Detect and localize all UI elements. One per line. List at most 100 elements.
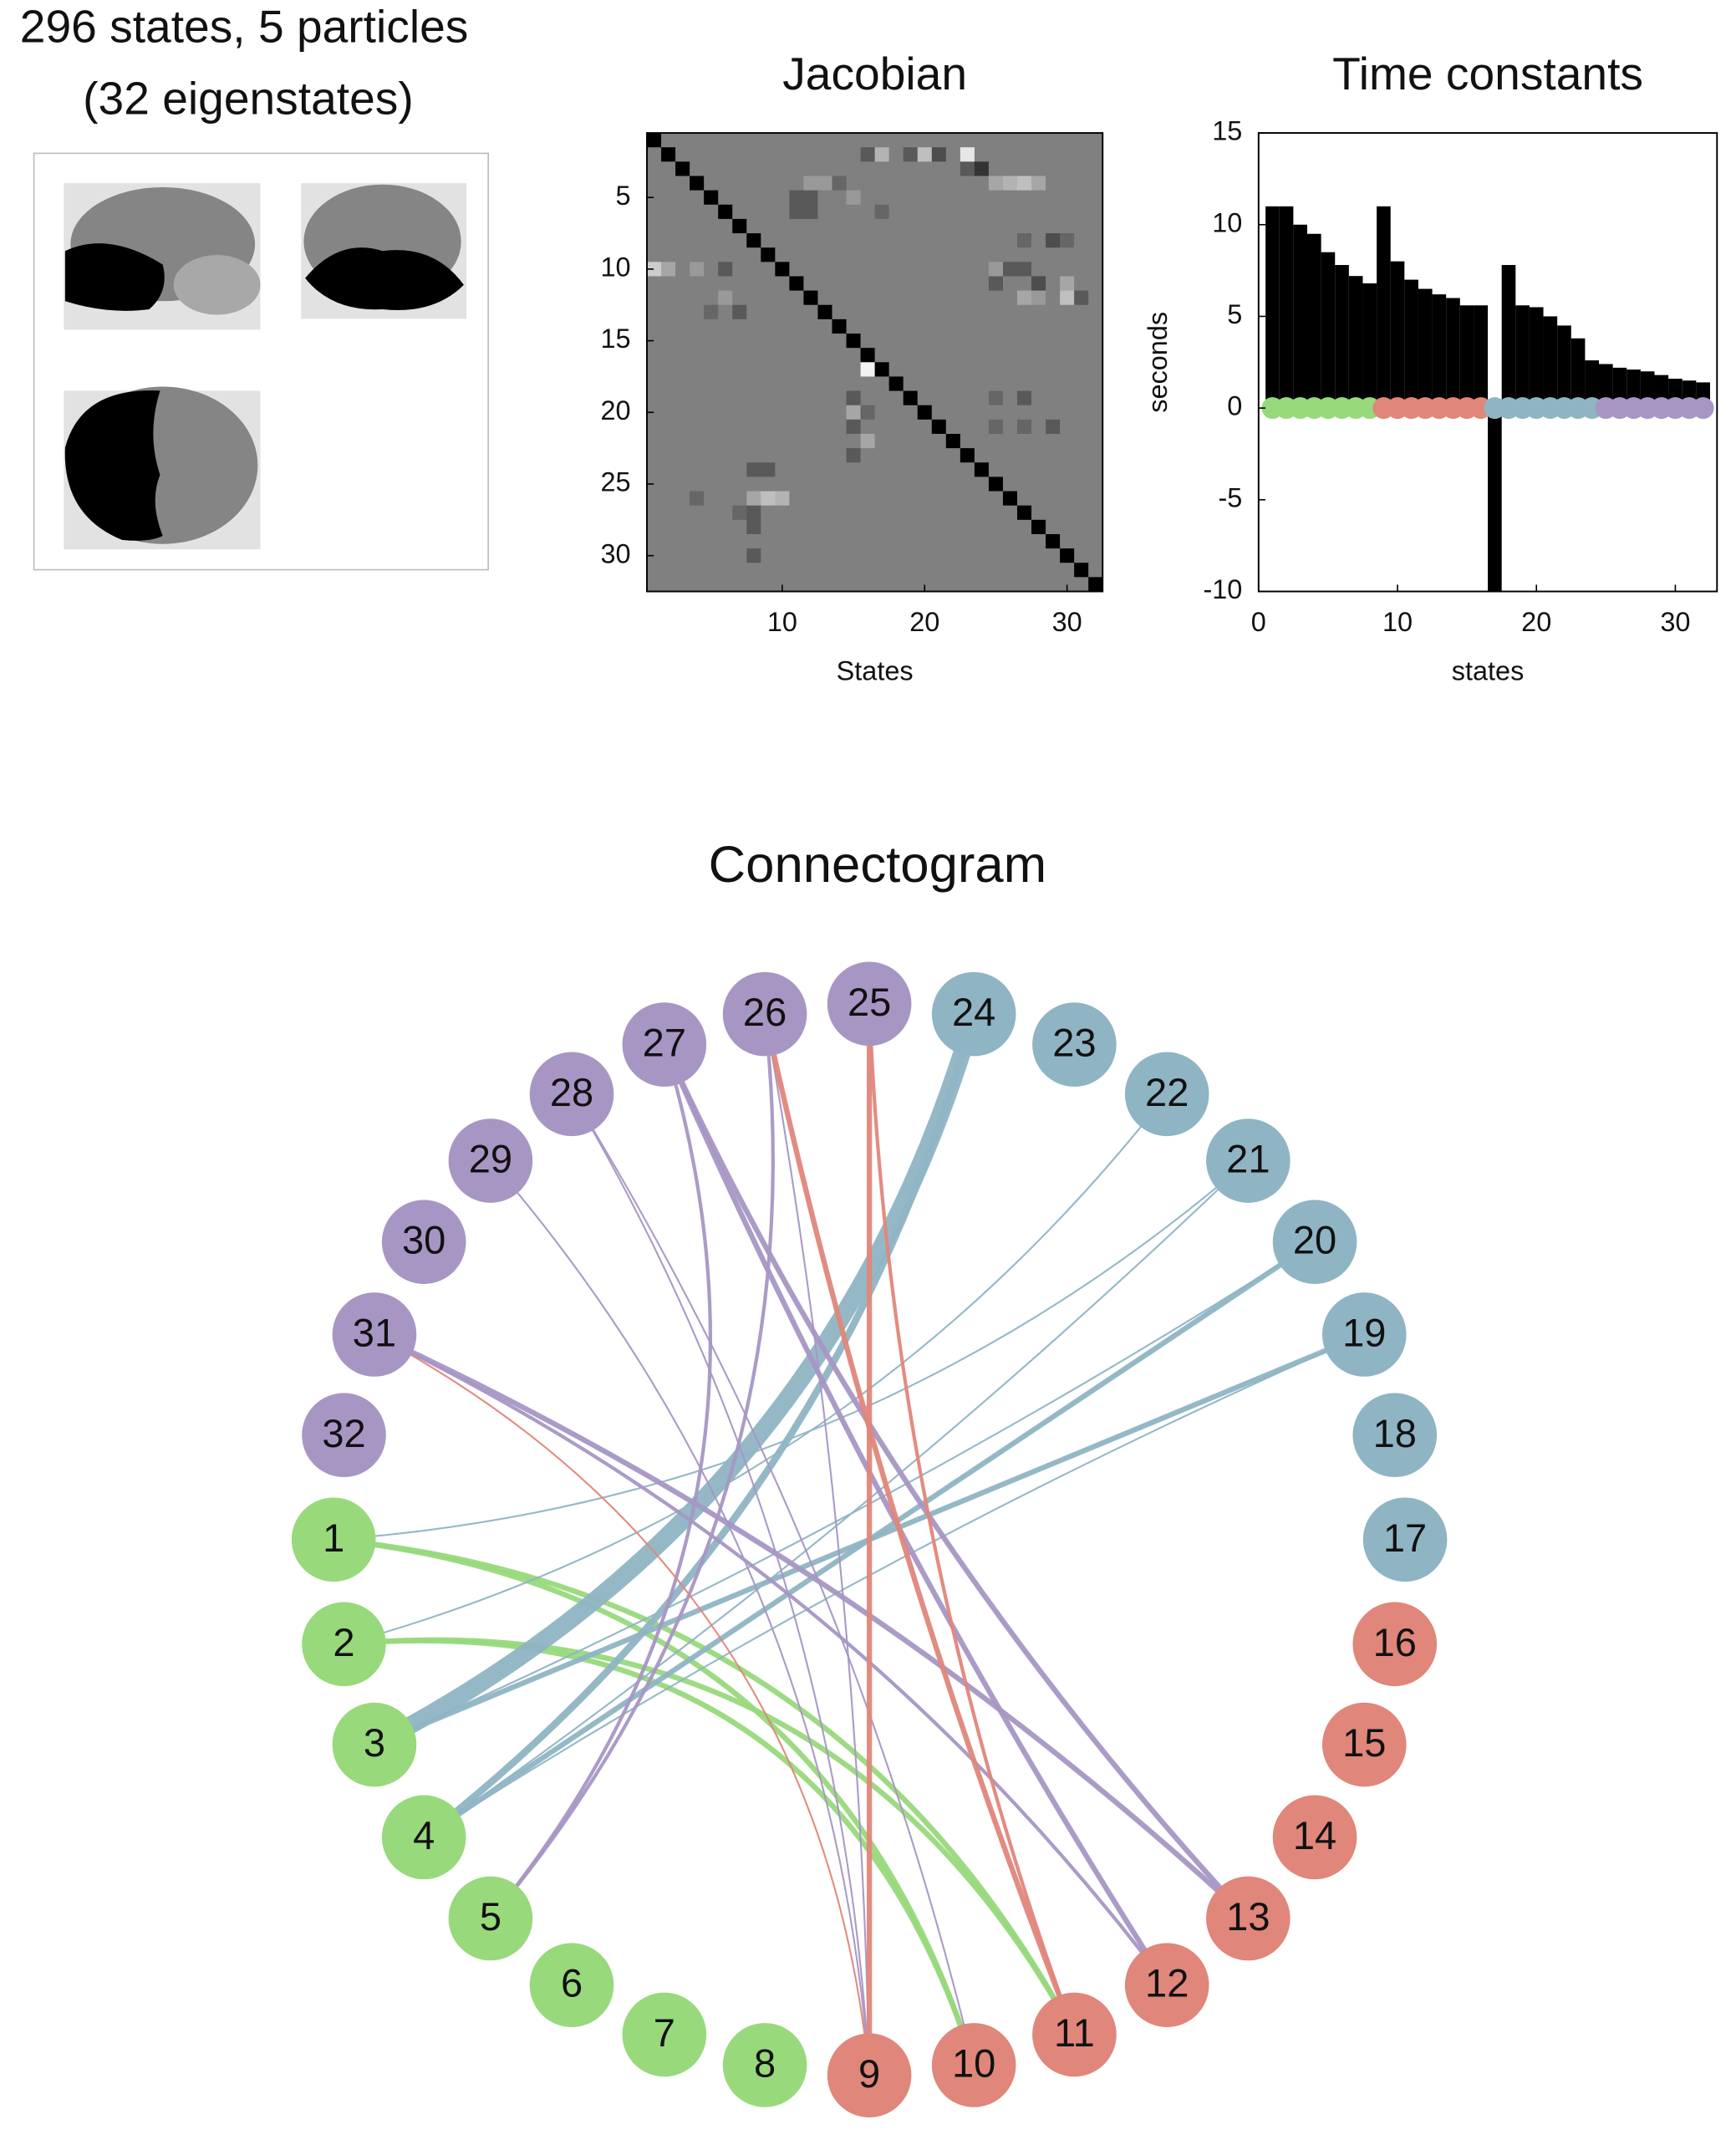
heatmap-cell [931, 176, 947, 191]
heatmap-cell [988, 405, 1004, 420]
node [1206, 1118, 1291, 1203]
heatmap-cell [1074, 161, 1089, 176]
heatmap-cell [903, 290, 919, 306]
heatmap-cell [803, 262, 818, 277]
heatmap-cell [761, 462, 776, 477]
heatmap-cell [1074, 505, 1089, 521]
heatmap-cell [888, 276, 904, 292]
heatmap-cell [1046, 390, 1061, 406]
heatmap-cell [718, 462, 733, 477]
heatmap-cell [874, 176, 890, 191]
node [381, 1795, 466, 1880]
heatmap-cell [704, 405, 719, 420]
heatmap-cell [1031, 362, 1046, 377]
node-label: 8 [754, 2041, 776, 2085]
heatmap-cell [888, 505, 904, 521]
heatmap-cell [718, 519, 733, 535]
heatmap-cell [817, 133, 832, 148]
heatmap-cell [974, 133, 990, 148]
heatmap-cell [817, 563, 832, 578]
bar [1335, 265, 1349, 409]
heatmap-cell [860, 548, 876, 563]
heatmap-cell [775, 405, 790, 420]
heatmap-cell [775, 448, 790, 463]
heatmap-cell [860, 476, 876, 492]
heatmap-cell [803, 505, 818, 521]
node [622, 1992, 707, 2077]
node [1352, 1602, 1438, 1687]
heatmap-cell [661, 433, 676, 449]
heatmap-cell [675, 290, 690, 306]
heatmap-cell [917, 419, 933, 435]
heatmap-cell [945, 190, 961, 206]
heatmap-cell [1002, 190, 1018, 206]
heatmap-cell [675, 176, 690, 191]
heatmap-cell [1002, 462, 1018, 477]
heatmap-cell [675, 233, 690, 248]
heatmap-cell [1016, 491, 1032, 507]
heatmap-cell [988, 204, 1004, 220]
heatmap-cell [775, 390, 790, 406]
heatmap-cell [974, 476, 990, 492]
heatmap-cell [945, 419, 961, 435]
heatmap-cell [718, 533, 733, 549]
heatmap-cell [974, 247, 990, 262]
heatmap-cell [988, 276, 1004, 292]
bar [1557, 325, 1571, 409]
heatmap-cell [1031, 448, 1046, 463]
heatmap-cell [690, 190, 705, 206]
bar [1474, 305, 1489, 409]
heatmap-cell [917, 147, 933, 162]
heatmap-cell [1060, 505, 1075, 521]
heatmap-cell [974, 190, 990, 206]
heatmap-cell [1031, 433, 1046, 449]
heatmap-cell [718, 505, 733, 521]
heatmap-cell [1002, 290, 1018, 306]
heatmap-cell [1002, 262, 1018, 277]
heatmap-cell [874, 577, 890, 593]
heatmap-cell [1016, 218, 1032, 234]
heatmap-cell [931, 405, 947, 420]
heatmap-cell [675, 548, 690, 563]
heatmap-cell [718, 247, 733, 262]
heatmap-cell [1060, 448, 1075, 463]
heatmap-cell [789, 304, 804, 320]
node-label: 3 [364, 1720, 385, 1765]
heatmap-cell [1046, 190, 1061, 206]
heatmap-cell [846, 133, 862, 148]
heatmap-cell [732, 433, 747, 449]
heatmap-cell [1046, 548, 1061, 563]
heatmap-cell [832, 491, 848, 507]
heatmap-cell [832, 448, 848, 463]
node-label: 2 [333, 1620, 354, 1664]
heatmap-cell [718, 133, 733, 148]
bar [1390, 261, 1405, 409]
heatmap-cell [746, 233, 761, 248]
heatmap-cell [832, 548, 848, 563]
heatmap-cell [846, 334, 862, 349]
heatmap-cell [1046, 161, 1061, 176]
heatmap-cell [1060, 348, 1075, 363]
node [722, 2023, 807, 2107]
heatmap-cell [931, 491, 947, 507]
heatmap-cell [1060, 433, 1075, 449]
heatmap-cell [1074, 390, 1089, 406]
heatmap-cell [1046, 276, 1061, 292]
heatmap-cell [732, 462, 747, 477]
heatmap-cell [860, 190, 876, 206]
heatmap-cell [775, 334, 790, 349]
heatmap-cell [931, 318, 947, 334]
heatmap-cell [690, 563, 705, 578]
heatmap-cell [761, 577, 776, 593]
heatmap-cell [960, 563, 975, 578]
heatmap-cell [746, 433, 761, 449]
heatmap-cell [817, 376, 832, 392]
heatmap-cell [903, 433, 919, 449]
heatmap-cell [1031, 318, 1046, 334]
heatmap-cell [789, 161, 804, 176]
heatmap-cell [1016, 563, 1032, 578]
heatmap-cell [746, 548, 761, 563]
heatmap-cell [661, 262, 676, 277]
heatmap-cell [775, 276, 790, 292]
heatmap-cell [1031, 491, 1046, 507]
